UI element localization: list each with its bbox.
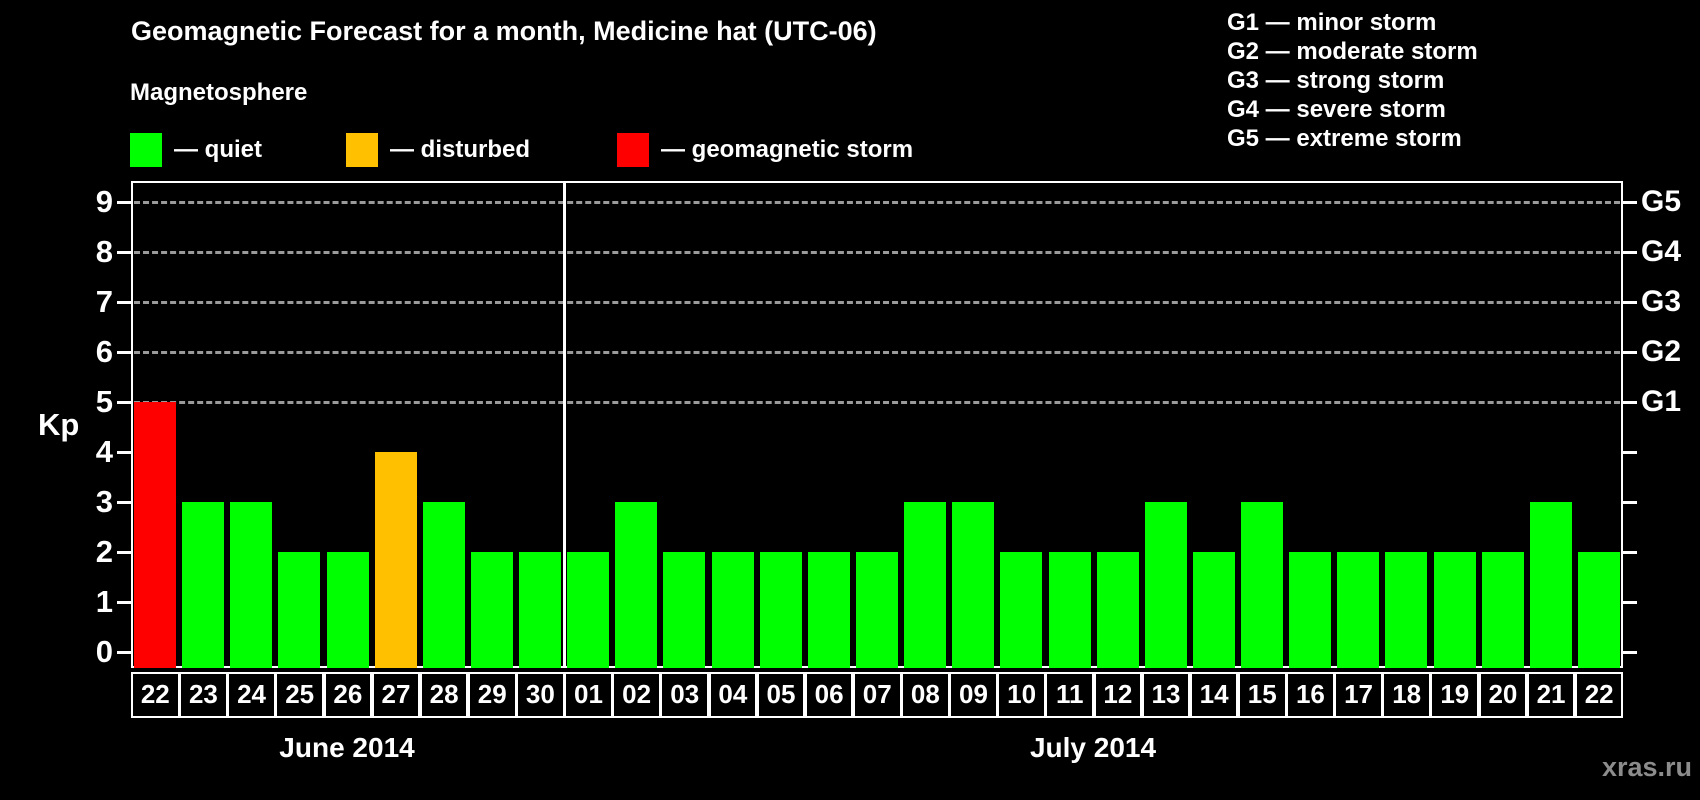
date-cell-19: 19 <box>1430 672 1480 718</box>
y-axis-tick <box>117 601 131 604</box>
y-tick-label: 9 <box>95 184 113 219</box>
page-title: Geomagnetic Forecast for a month, Medici… <box>131 16 877 46</box>
date-cell-11: 11 <box>1045 672 1095 718</box>
date-cell-20: 20 <box>1478 672 1528 718</box>
y-axis-tick <box>117 201 131 204</box>
y-axis-title: Kp <box>38 407 80 442</box>
y-axis-tick <box>117 401 131 404</box>
date-cell-18: 18 <box>1382 672 1431 718</box>
y-tick-label: 6 <box>95 334 113 369</box>
y-tick-label: 1 <box>95 584 113 619</box>
date-cell-12: 12 <box>1093 672 1143 718</box>
date-cell-13: 13 <box>1141 672 1191 718</box>
y-axis-tick <box>117 351 131 354</box>
g-tick-label-g1: G1 <box>1641 385 1682 418</box>
right-axis-tick <box>1623 351 1637 354</box>
g-tick-label-g4: G4 <box>1641 235 1682 268</box>
g-scale-legend-line: G4 — severe storm <box>1227 96 1446 123</box>
date-cell-24: 24 <box>227 672 276 718</box>
right-axis-tick <box>1623 501 1637 504</box>
date-cell-04: 04 <box>708 672 758 718</box>
date-cell-23: 23 <box>179 672 228 718</box>
y-axis-tick <box>117 451 131 454</box>
month-label-july: July 2014 <box>1029 732 1157 763</box>
date-cell-08: 08 <box>901 672 950 718</box>
date-cell-22: 22 <box>1574 672 1624 718</box>
storm-color-swatch <box>617 133 649 167</box>
plot-area <box>131 181 1623 668</box>
date-cell-05: 05 <box>756 672 806 718</box>
y-axis-tick <box>117 251 131 254</box>
date-cell-03: 03 <box>660 672 710 718</box>
date-cell-25: 25 <box>275 672 324 718</box>
date-cell-07: 07 <box>852 672 902 718</box>
g-scale-legend-line: G5 — extreme storm <box>1227 125 1462 152</box>
legend-item-label: — geomagnetic storm <box>661 136 914 163</box>
date-cell-02: 02 <box>612 672 661 718</box>
right-axis-tick <box>1623 551 1637 554</box>
date-cell-22: 22 <box>131 672 180 718</box>
y-tick-label: 2 <box>95 534 113 569</box>
date-cell-17: 17 <box>1334 672 1383 718</box>
date-cell-01: 01 <box>564 672 613 718</box>
quiet-color-swatch <box>130 133 162 167</box>
g-scale-legend-line: G3 — strong storm <box>1227 67 1445 94</box>
legend-heading: Magnetosphere <box>130 79 308 106</box>
right-axis-tick <box>1623 251 1637 254</box>
right-axis-tick <box>1623 451 1637 454</box>
g-scale-legend-line: G2 — moderate storm <box>1227 38 1478 65</box>
g-tick-label-g3: G3 <box>1641 285 1682 318</box>
legend-item-label: — quiet <box>174 136 262 163</box>
date-cell-26: 26 <box>323 672 373 718</box>
g-tick-label-g2: G2 <box>1641 335 1682 368</box>
right-axis-tick <box>1623 651 1637 654</box>
date-cell-15: 15 <box>1237 672 1287 718</box>
legend-item-quiet: — quiet <box>130 133 262 167</box>
date-cell-21: 21 <box>1526 672 1576 718</box>
legend-item-storm: — geomagnetic storm <box>617 133 913 167</box>
right-axis-tick <box>1623 201 1637 204</box>
y-axis-tick <box>117 651 131 654</box>
right-axis-tick <box>1623 401 1637 404</box>
date-cell-14: 14 <box>1189 672 1239 718</box>
right-axis-tick <box>1623 601 1637 604</box>
y-axis-tick <box>117 301 131 304</box>
y-axis-tick <box>117 501 131 504</box>
date-cell-06: 06 <box>804 672 854 718</box>
g-tick-label-g5: G5 <box>1641 185 1682 218</box>
g-scale-legend-line: G1 — minor storm <box>1227 9 1437 36</box>
legend-item-label: — disturbed <box>390 136 531 163</box>
date-cell-10: 10 <box>997 672 1046 718</box>
date-cell-16: 16 <box>1286 672 1335 718</box>
month-label-june: June 2014 <box>279 732 415 763</box>
y-tick-label: 7 <box>95 284 113 319</box>
date-cell-09: 09 <box>949 672 998 718</box>
legend-item-disturbed: — disturbed <box>346 133 530 167</box>
date-cell-29: 29 <box>467 672 517 718</box>
date-cell-28: 28 <box>419 672 469 718</box>
y-tick-label: 8 <box>95 234 113 269</box>
date-cell-30: 30 <box>516 672 565 718</box>
watermark: xras.ru <box>1601 752 1692 782</box>
y-axis-tick <box>117 551 131 554</box>
date-cell-27: 27 <box>371 672 421 718</box>
disturbed-color-swatch <box>346 133 378 167</box>
y-tick-label: 3 <box>95 484 113 519</box>
g-scale-legend: G1 — minor storm G2 — moderate storm G3 … <box>1227 8 1478 153</box>
right-axis-tick <box>1623 301 1637 304</box>
y-tick-label: 0 <box>95 634 113 669</box>
